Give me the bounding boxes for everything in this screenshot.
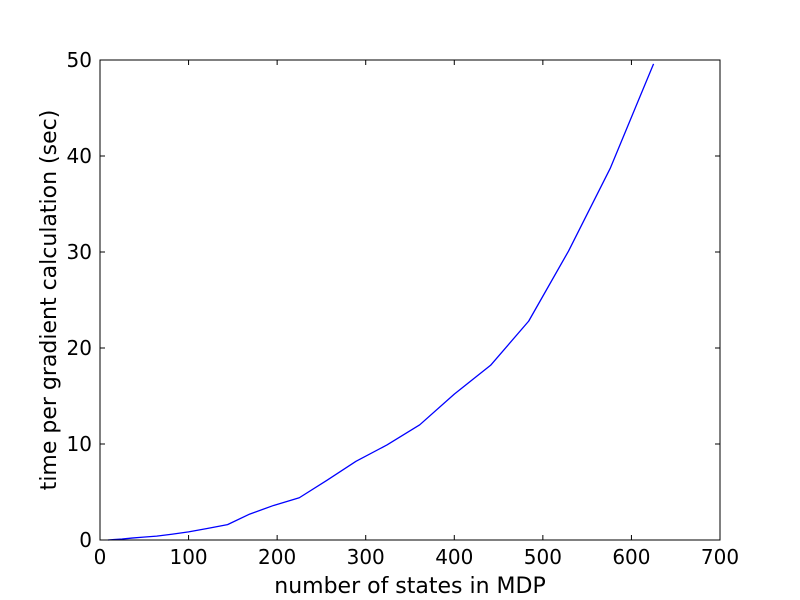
y-tick-label: 20	[67, 336, 92, 360]
x-tick-label: 500	[524, 545, 562, 569]
y-tick-label: 0	[79, 528, 92, 552]
x-tick-label: 600	[612, 545, 650, 569]
y-tick-label: 50	[67, 48, 92, 72]
plot-frame	[99, 59, 721, 541]
y-tick-label: 10	[67, 432, 92, 456]
axis-ticks: 0 100 200 300 400 500 600 700 0 10 20 30 40 50	[67, 48, 740, 569]
x-tick-label: 200	[258, 545, 296, 569]
x-tick-label: 400	[435, 545, 473, 569]
x-axis-title: number of states in MDP	[274, 574, 545, 599]
plot-area	[107, 63, 655, 541]
y-tick-label: 40	[67, 144, 92, 168]
series-line	[107, 63, 655, 541]
y-tick-label: 30	[67, 240, 92, 264]
x-tick-label: 300	[347, 545, 385, 569]
y-axis-title: time per gradient calculation (sec)	[37, 110, 62, 491]
x-tick-label: 100	[169, 545, 207, 569]
x-tick-label: 700	[701, 545, 739, 569]
x-tick-label: 0	[94, 545, 107, 569]
